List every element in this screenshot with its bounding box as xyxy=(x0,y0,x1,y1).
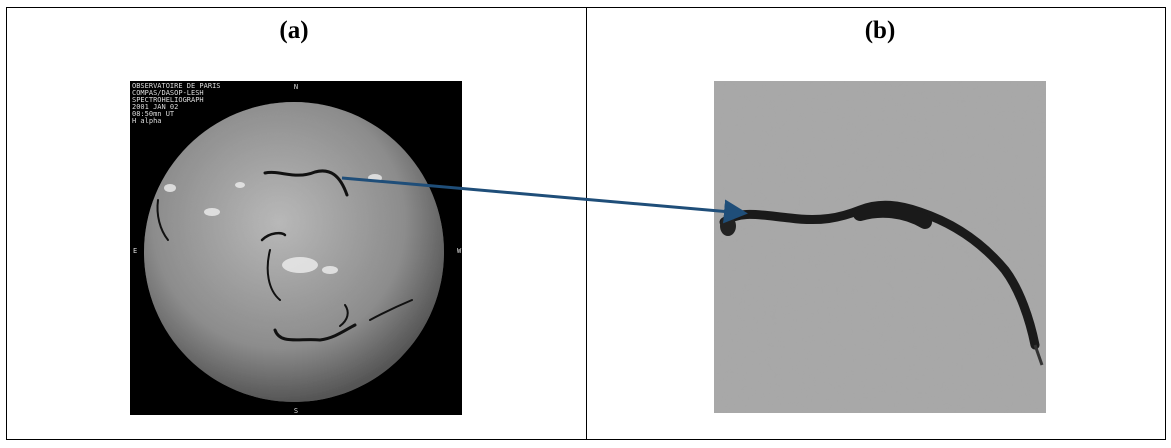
direction-label: N xyxy=(294,83,298,91)
page: (a) (b) OBSERVATOIRE DE PARIS COMPAS/DAS… xyxy=(0,0,1171,448)
direction-label: E xyxy=(133,247,137,255)
direction-label: S xyxy=(294,407,298,415)
panel-label: (a) xyxy=(279,17,308,44)
figure: (a) (b) OBSERVATOIRE DE PARIS COMPAS/DAS… xyxy=(0,0,1171,448)
filament-zoom-image xyxy=(714,81,1046,413)
sun-image: OBSERVATOIRE DE PARIS COMPAS/DASOP-LESH … xyxy=(130,81,462,415)
panel-label: (b) xyxy=(865,17,896,44)
image-caption-line: H alpha xyxy=(132,117,162,125)
